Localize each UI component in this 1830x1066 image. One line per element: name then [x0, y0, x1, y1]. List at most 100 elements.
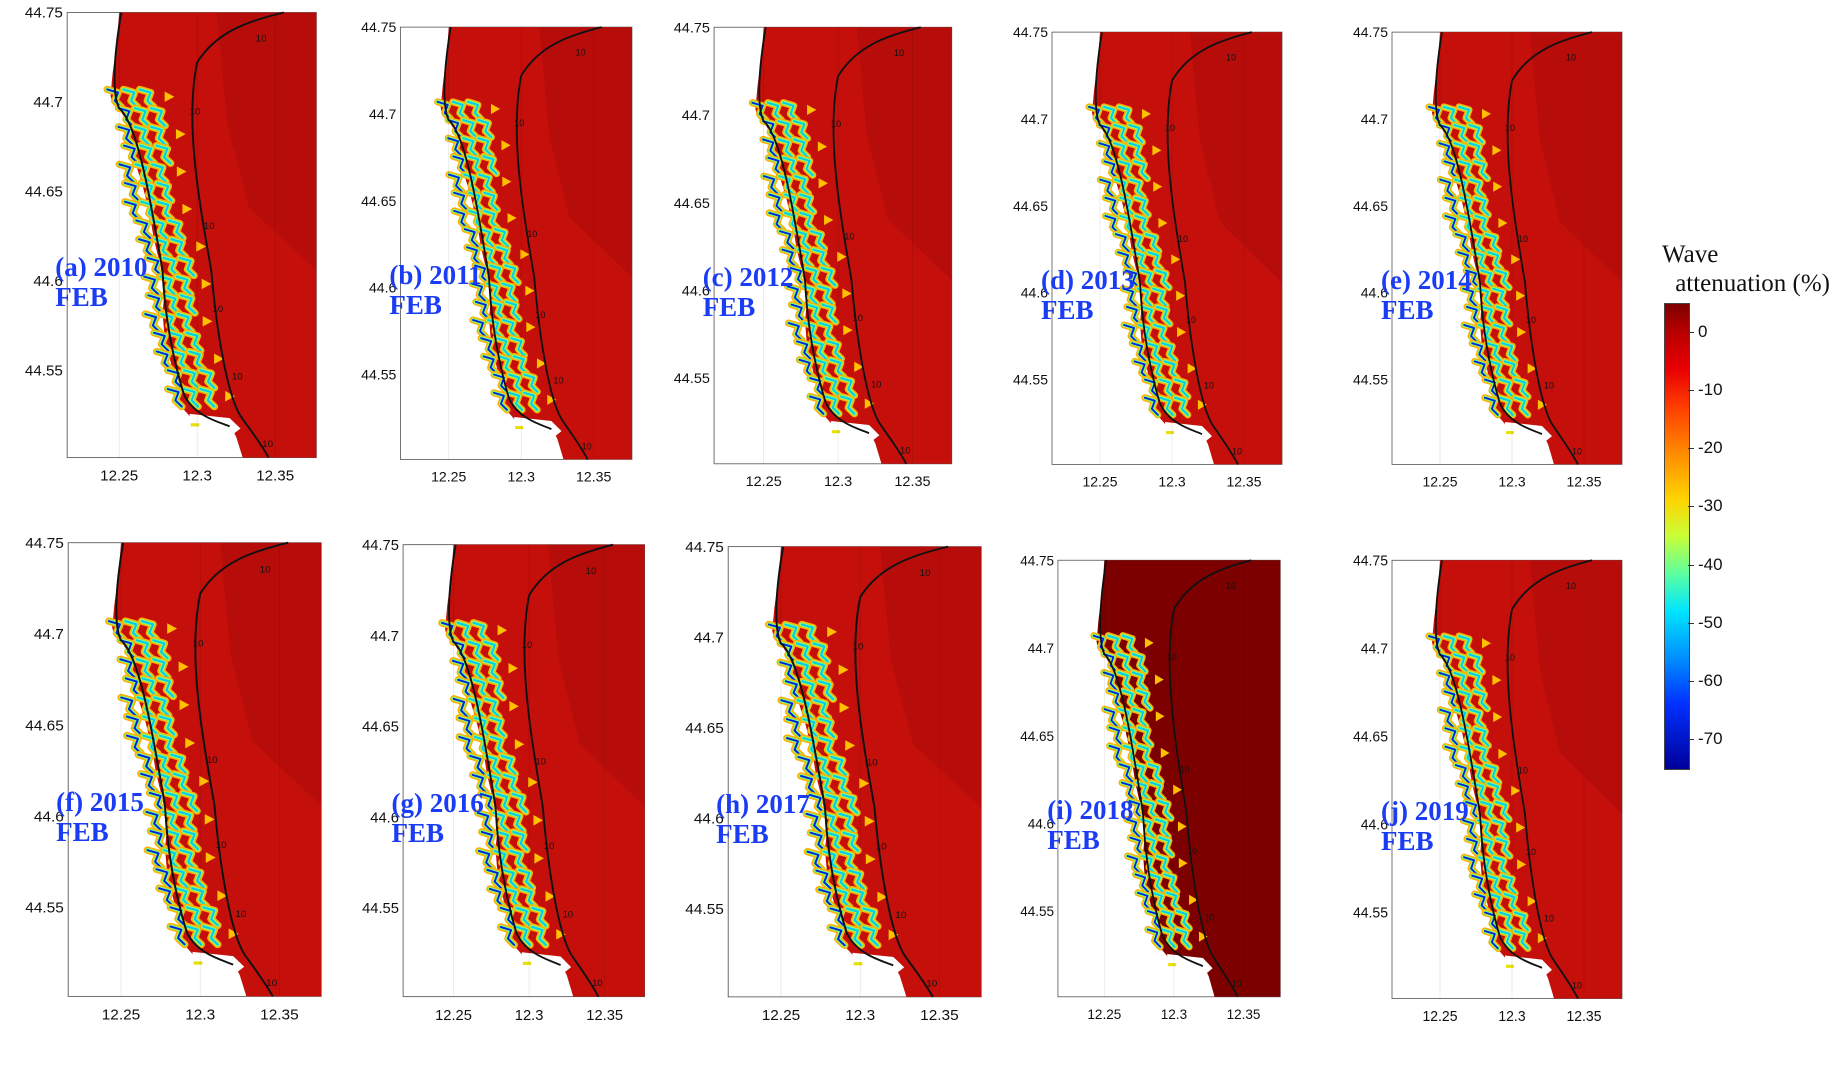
attenuation-core	[840, 377, 856, 397]
depth-contour-10m	[1506, 559, 1593, 999]
contour-label: 10	[207, 755, 219, 766]
contour-label: 10	[256, 34, 267, 45]
attenuation-core	[1125, 818, 1141, 838]
attenuation-core	[1484, 233, 1500, 253]
attenuation-core	[1472, 782, 1488, 802]
attenuation-core	[1481, 837, 1496, 858]
attenuation-core	[488, 887, 505, 908]
attenuation-core	[1118, 160, 1134, 180]
harbour-jetty	[1505, 421, 1552, 445]
attenuation-core	[1458, 160, 1474, 180]
sea-shading	[1190, 32, 1282, 283]
contour-label: 10	[1178, 234, 1188, 244]
attenuation-core	[1150, 781, 1165, 801]
longitude-tick-label: 12.35	[586, 1008, 623, 1024]
attenuation-core	[848, 869, 865, 890]
attenuation-core	[779, 230, 795, 250]
attenuation-core	[140, 620, 158, 641]
harbour-jetty	[189, 413, 241, 437]
attenuation-core	[477, 119, 493, 139]
attenuation-core	[800, 775, 817, 795]
contour-label: 10	[831, 119, 841, 129]
attenuation-core	[809, 377, 825, 397]
contour-label: 10	[1232, 446, 1242, 456]
attenuation-triangle	[1517, 327, 1527, 338]
longitude-tick-label: 12.3	[845, 1007, 875, 1024]
attenuation-core	[1493, 324, 1508, 344]
attenuation-triangle	[1527, 363, 1537, 374]
sea-shading	[880, 546, 982, 808]
map-svg: 10 10 10 10 10 10 44.75 44.7 44.65 44.6 44.55 12.25…	[362, 538, 646, 1024]
attenuation-core	[477, 137, 493, 157]
attenuation-core	[448, 173, 463, 193]
depth-contour-shallow	[1434, 560, 1543, 969]
attenuation-core	[1107, 634, 1122, 654]
attenuation-core	[1134, 196, 1150, 216]
colorbar-tick-label: 0	[1698, 322, 1708, 342]
latitude-tick-label: 44.55	[1353, 372, 1388, 388]
colorbar-tick-mark	[1688, 332, 1694, 334]
colorbar-title-line1: Wave	[1662, 241, 1719, 268]
attenuation-core	[1444, 727, 1460, 747]
attenuation-triangle	[199, 775, 210, 787]
attenuation-triangle	[182, 203, 193, 215]
attenuation-core	[1469, 708, 1485, 729]
depth-contour-shallow	[113, 12, 231, 428]
panel-label: (j) 2019 FEB	[1381, 796, 1469, 856]
attenuation-triangle	[501, 140, 511, 151]
attenuation-triangle	[1160, 747, 1170, 759]
attenuation-core	[1477, 287, 1493, 307]
attenuation-core	[1104, 215, 1120, 235]
attenuation-core	[1121, 634, 1137, 654]
attenuation-core	[483, 210, 499, 230]
attenuation-core	[1499, 911, 1514, 931]
latitude-tick-label: 44.7	[369, 106, 397, 122]
attenuation-core	[154, 238, 171, 258]
attenuation-core	[818, 718, 836, 738]
attenuation-core	[1484, 378, 1499, 398]
attenuation-core	[153, 753, 171, 774]
attenuation-core	[1102, 671, 1118, 691]
latitude-tick-label: 44.75	[674, 20, 710, 36]
attenuation-core	[806, 303, 822, 323]
contour-label: 10	[586, 566, 597, 577]
colorbar-tick-label: -10	[1698, 380, 1723, 400]
attenuation-core	[790, 303, 806, 323]
attenuation-core	[135, 639, 153, 660]
attenuation-core	[1140, 818, 1155, 838]
attenuation-core	[155, 350, 172, 371]
attenuation-core	[1121, 781, 1136, 801]
attenuation-core	[469, 754, 485, 775]
attenuation-triangle	[520, 249, 530, 260]
latitude-tick-label: 44.55	[1013, 372, 1048, 388]
attenuation-core	[1133, 763, 1148, 783]
attenuation-core	[818, 737, 836, 757]
attenuation-triangle	[818, 178, 828, 189]
attenuation-core	[1133, 360, 1149, 380]
attenuation-core	[1495, 269, 1511, 289]
attenuation-core	[1486, 342, 1502, 362]
attenuation-core	[515, 925, 531, 946]
attenuation-core	[510, 337, 526, 357]
contour-label: 10	[871, 379, 881, 389]
attenuation-core	[838, 812, 855, 833]
attenuation-core	[155, 144, 172, 165]
attenuation-core	[480, 830, 497, 851]
attenuation-core	[145, 811, 162, 831]
depth-contour-10m	[1168, 559, 1252, 998]
attenuation-core	[1480, 801, 1496, 821]
contour-label: 10	[262, 439, 273, 450]
contour-label: 10	[1505, 123, 1515, 133]
attenuation-core	[1468, 142, 1484, 162]
attenuation-core	[1474, 215, 1490, 235]
attenuation-core	[163, 294, 180, 314]
attenuation-core	[1149, 873, 1164, 893]
attenuation-core	[1474, 727, 1490, 747]
contour-label: 10	[576, 47, 586, 57]
contour-label: 10	[920, 568, 931, 579]
attenuation-core	[1147, 251, 1163, 271]
attenuation-core	[816, 775, 833, 795]
attenuation-triangle	[536, 358, 547, 369]
latitude-tick-label: 44.65	[685, 720, 723, 737]
contour-label: 10	[535, 310, 545, 320]
